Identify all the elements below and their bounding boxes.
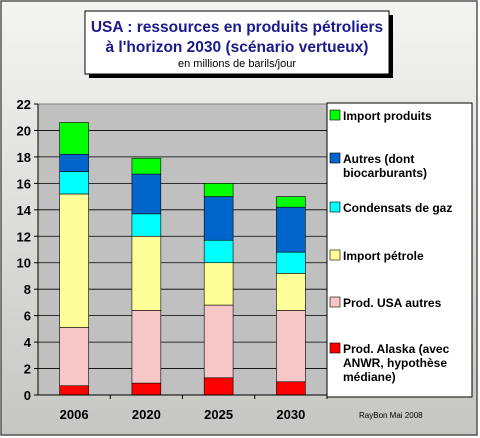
bar-segment [276,196,306,208]
y-tick-label: 4 [24,335,32,350]
legend-label: médiane) [343,370,396,384]
axis-layer: 0 2 4 6 8 10 12 14 16 18 20 22 2006 2020 2025 2030 [17,97,328,422]
legend-label: Import produits [343,109,432,123]
legend-label: biocarburants) [343,166,427,180]
bar-segment [59,171,89,195]
chart-subtitle: en millions de barils/jour [178,58,296,70]
x-tick-label: 2006 [60,407,89,422]
bar-segment [276,381,306,396]
legend-swatch [329,201,341,213]
title-box-shadow-bottom [89,74,393,78]
legend-swatch [329,296,341,308]
bar-segment [131,157,162,175]
title-box-shadow [389,15,393,78]
bar-segment [276,310,306,383]
bar-segment [131,235,162,311]
bar-segment [276,273,306,311]
bar-segment [131,213,162,237]
legend-swatch [329,342,341,354]
y-tick-label: 8 [24,282,31,297]
chart-title: USA : ressources en produits pétroliers [91,19,383,36]
bar-segment [203,262,234,306]
bar-segment [276,251,306,274]
bar-segment [59,385,89,396]
bar-segment [203,304,234,379]
bar-segment [59,153,89,172]
y-tick-label: 22 [17,97,31,112]
y-tick-label: 18 [17,150,31,165]
bar-segment [203,183,234,197]
legend-swatch [329,249,341,261]
bar-segment [59,122,89,155]
y-tick-label: 10 [17,256,31,271]
y-tick-label: 14 [17,203,32,218]
chart-title-line2: à l'horizon 2030 (scénario vertueux) [106,39,369,56]
legend-label: Condensats de gaz [343,201,452,215]
y-tick-label: 6 [24,309,31,324]
bars-layer [59,122,306,396]
y-tick-label: 2 [24,362,31,377]
bar-segment [203,196,234,241]
legend-label: Import pétrole [343,249,424,263]
legend-label: Autres (dont [343,152,414,166]
legend-swatch [329,109,341,121]
legend-label: ANWR, hypothèse [343,356,447,370]
bar-segment [203,377,234,396]
legend-label: Prod. USA autres [343,296,442,310]
bar-segment [131,382,162,396]
x-tick-label: 2030 [276,407,305,422]
bar-segment [203,239,234,264]
bar-segment [276,206,306,253]
x-tick-label: 2020 [132,407,161,422]
y-tick-label: 12 [17,229,31,244]
y-tick-label: 0 [24,388,31,403]
bar-segment [131,173,162,215]
bar-segment [59,327,89,387]
y-tick-label: 16 [17,176,31,191]
title-box [84,10,390,75]
legend-box [326,102,473,398]
bar-segment [59,193,89,328]
bar-segment [131,310,162,384]
legend-label: Prod. Alaska (avec [343,342,450,356]
legend-swatch [329,152,341,164]
x-tick-label: 2025 [204,407,233,422]
chart-credit: RayBon Mai 2008 [359,411,423,420]
legend-layer: Import produits Autres (dontbiocarburants… [329,109,452,384]
y-tick-label: 20 [17,123,31,138]
